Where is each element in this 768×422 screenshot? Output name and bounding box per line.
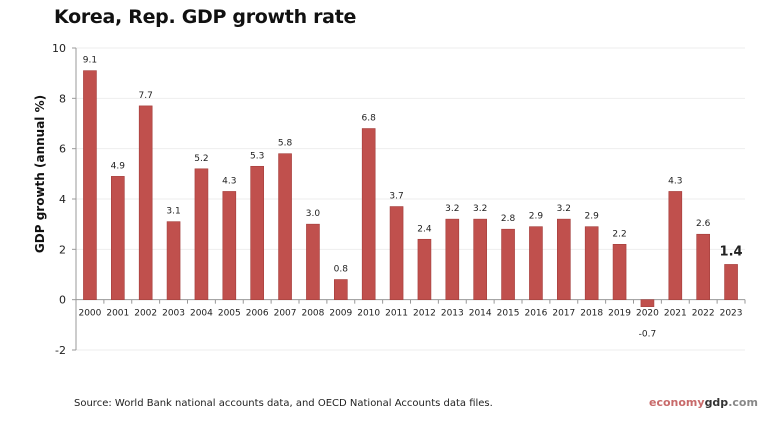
- bar: [138, 105, 153, 300]
- y-tick-label: 0: [59, 294, 66, 307]
- x-tick-label: 2009: [329, 309, 352, 319]
- y-tick-label: -2: [55, 344, 66, 357]
- x-tick-label: 2010: [357, 309, 380, 319]
- data-label: 3.2: [445, 204, 459, 214]
- data-label: 2.9: [529, 212, 544, 222]
- bar: [361, 128, 376, 300]
- x-tick-label: 2006: [246, 309, 269, 319]
- data-label: 2.9: [585, 212, 600, 222]
- data-label: 3.2: [557, 204, 571, 214]
- y-tick-label: 6: [59, 143, 66, 156]
- source-note: Source: World Bank national accounts dat…: [74, 398, 493, 409]
- data-label: 1.4: [720, 244, 743, 259]
- x-tick-label: 2001: [106, 309, 129, 319]
- bar: [278, 153, 292, 300]
- data-label: 2.4: [417, 224, 432, 234]
- bar: [473, 218, 487, 300]
- data-label: 7.7: [139, 91, 153, 101]
- bar: [417, 238, 432, 300]
- bar: [445, 218, 460, 300]
- data-label: -0.7: [639, 330, 657, 340]
- x-tick-label: 2008: [301, 309, 324, 319]
- y-tick-label: 8: [59, 92, 66, 105]
- y-axis-label: GDP growth (annual %): [33, 95, 47, 253]
- x-tick-label: 2011: [385, 309, 408, 319]
- bar: [696, 233, 710, 300]
- data-label: 5.8: [278, 139, 293, 149]
- x-tick-label: 2023: [720, 309, 743, 319]
- bar: [557, 218, 571, 300]
- data-label: 3.1: [166, 207, 180, 217]
- data-label: 0.8: [334, 265, 349, 275]
- y-tick-label: 2: [59, 243, 66, 256]
- data-label: 2.6: [696, 219, 711, 229]
- bar: [529, 226, 543, 300]
- bar: [306, 223, 320, 300]
- bar: [501, 228, 515, 300]
- data-label: 4.3: [668, 176, 682, 186]
- data-label: 2.8: [501, 214, 516, 224]
- bar: [83, 70, 97, 300]
- bar: [612, 244, 627, 300]
- chart-title: Korea, Rep. GDP growth rate: [54, 6, 357, 28]
- x-tick-label: 2015: [497, 309, 520, 319]
- x-tick-label: 2002: [134, 309, 157, 319]
- y-tick-label: 4: [59, 193, 66, 206]
- x-tick-label: 2017: [552, 309, 575, 319]
- y-tick-label: 10: [52, 42, 66, 55]
- bar: [668, 191, 683, 300]
- data-label: 3.0: [306, 209, 321, 219]
- x-tick-label: 2019: [608, 309, 631, 319]
- data-label: 3.2: [473, 204, 487, 214]
- data-label: 5.2: [194, 154, 208, 164]
- x-tick-label: 2022: [692, 309, 715, 319]
- bar: [250, 165, 264, 300]
- data-label: 2.2: [612, 229, 626, 239]
- data-label: 6.8: [362, 114, 377, 124]
- logo-part: gdp: [704, 396, 729, 409]
- bar: [389, 206, 404, 300]
- x-tick-label: 2000: [78, 309, 101, 319]
- x-tick-label: 2013: [441, 309, 464, 319]
- x-tick-label: 2003: [162, 309, 185, 319]
- x-tick-label: 2021: [664, 309, 687, 319]
- x-tick-label: 2018: [580, 309, 603, 319]
- x-tick-label: 2007: [274, 309, 297, 319]
- logo: economygdp.com: [649, 396, 758, 409]
- data-label: 4.9: [111, 161, 126, 171]
- x-tick-label: 2012: [413, 309, 436, 319]
- data-label: 5.3: [250, 151, 264, 161]
- logo-part: economy: [649, 396, 705, 409]
- bar: [222, 191, 237, 300]
- data-label: 9.1: [83, 56, 97, 66]
- bar: [166, 221, 181, 300]
- bar: [111, 176, 125, 300]
- bar: [584, 226, 599, 300]
- x-tick-label: 2014: [469, 309, 492, 319]
- logo-part: .com: [728, 396, 758, 409]
- x-tick-label: 2004: [190, 309, 213, 319]
- bar: [194, 168, 209, 300]
- bar: [724, 264, 738, 300]
- bar: [640, 299, 655, 307]
- x-tick-label: 2005: [218, 309, 241, 319]
- x-tick-label: 2016: [524, 309, 547, 319]
- x-tick-label: 2020: [636, 309, 659, 319]
- bar: [334, 279, 348, 300]
- data-label: 3.7: [389, 192, 403, 202]
- data-label: 4.3: [222, 176, 236, 186]
